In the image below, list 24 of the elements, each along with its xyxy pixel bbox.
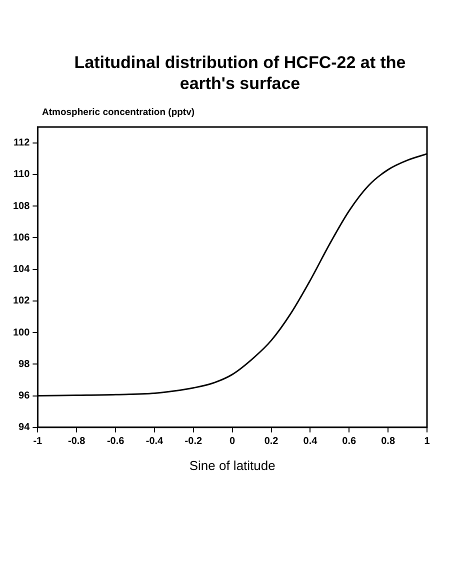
x-axis-title: Sine of latitude bbox=[189, 458, 276, 473]
y-tick-label: 94 bbox=[18, 422, 30, 434]
x-tick-label: 0.6 bbox=[342, 436, 357, 448]
chart-title: Latitudinal distribution of HCFC-22 at the earth's surface bbox=[73, 52, 407, 94]
y-tick-label: 102 bbox=[12, 296, 30, 307]
y-tick-label: 112 bbox=[14, 138, 30, 149]
x-tick-label: 0.2 bbox=[264, 436, 279, 448]
y-tick-label: 110 bbox=[14, 169, 30, 180]
y-tick-label: 98 bbox=[18, 358, 30, 370]
y-tick-label: 100 bbox=[12, 327, 30, 338]
x-tick-label: 0.4 bbox=[303, 436, 318, 448]
y-axis-title: Atmospheric concentration (pptv) bbox=[42, 107, 195, 118]
x-tick-label: -0.8 bbox=[68, 436, 86, 448]
x-tick-label: 0.8 bbox=[381, 436, 396, 448]
x-tick-label: 1 bbox=[424, 436, 430, 448]
x-tick-label: -1 bbox=[33, 436, 43, 448]
x-tick-label: -0.2 bbox=[184, 436, 202, 448]
y-tick-label: 96 bbox=[18, 390, 30, 402]
x-tick-label: 0 bbox=[230, 436, 236, 448]
y-tick-label: 104 bbox=[12, 264, 30, 276]
y-tick-label: 108 bbox=[12, 200, 30, 212]
y-tick-label: 106 bbox=[12, 232, 30, 244]
x-tick-label: -0.6 bbox=[106, 436, 125, 448]
x-tick-label: -0.4 bbox=[146, 436, 164, 448]
